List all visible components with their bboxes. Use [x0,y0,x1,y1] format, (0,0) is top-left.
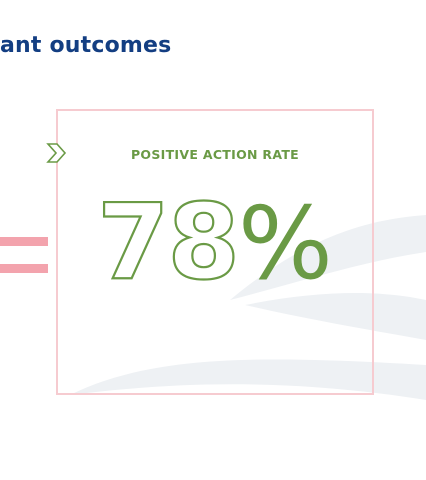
stat-value: 78 [96,181,241,303]
equals-sign-icon-bottom-bar [0,264,48,273]
section-title: ant outcomes [0,33,172,58]
stat-card [56,109,374,395]
stat-label: POSITIVE ACTION RATE [130,147,300,162]
equals-sign-icon-top-bar [0,237,48,246]
stat-unit: % [237,185,333,302]
chevron-right-icon [46,143,67,163]
stat-value-group: 78% [56,189,374,295]
